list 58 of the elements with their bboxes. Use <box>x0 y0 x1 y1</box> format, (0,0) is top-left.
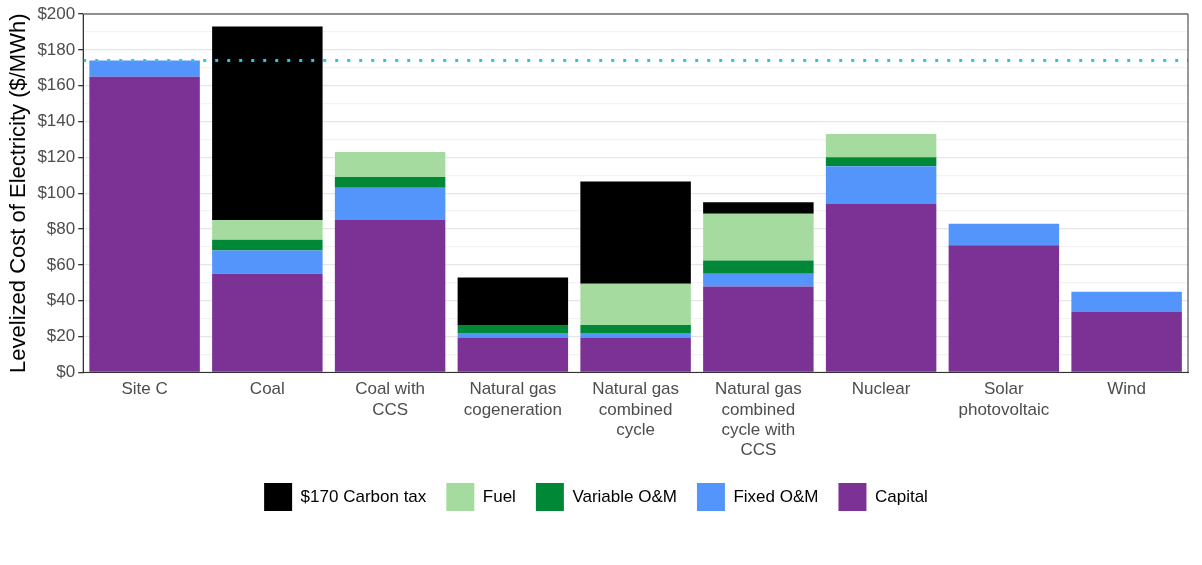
y-tick-label: $200 <box>37 3 76 23</box>
y-tick-label: $160 <box>37 75 76 95</box>
x-tick-label: Coal with CCS <box>355 379 426 419</box>
bar <box>948 245 1060 372</box>
x-tick-label: Natural gas combined cycle with CCS <box>714 379 802 460</box>
y-axis-title: Levelized Cost of Electricity ($/MWh) <box>5 13 31 373</box>
bar <box>212 273 323 372</box>
y-tick-label: $20 <box>46 326 76 346</box>
bar <box>580 332 691 338</box>
legend-label: Capital <box>874 486 928 506</box>
bar <box>825 157 937 167</box>
bar <box>825 134 937 158</box>
bar <box>580 337 691 372</box>
legend-label: Variable O&M <box>572 486 677 506</box>
bar <box>703 260 814 274</box>
bar <box>334 187 446 221</box>
y-tick-label: $120 <box>37 147 76 167</box>
y-tick-label: $80 <box>46 218 76 238</box>
x-tick-label: Site C <box>121 379 168 399</box>
bar <box>89 60 200 77</box>
bar <box>825 203 937 372</box>
y-tick-label: $140 <box>37 111 76 131</box>
bar <box>703 213 814 261</box>
y-tick-label: $100 <box>37 182 76 202</box>
x-tick-label: Natural gas combined cycle <box>592 379 680 440</box>
bar <box>212 250 323 274</box>
bar <box>580 324 691 333</box>
bar <box>703 286 814 372</box>
bar <box>212 26 323 221</box>
bar <box>457 324 569 333</box>
bar <box>334 151 446 178</box>
bar <box>1071 291 1182 312</box>
y-tick-label: $60 <box>46 254 76 274</box>
bar <box>1071 311 1182 372</box>
x-tick-label: Wind <box>1107 379 1146 399</box>
x-tick-label: Solar photovoltaic <box>958 379 1050 419</box>
legend-label: Fuel <box>482 486 516 506</box>
bar <box>212 220 323 240</box>
x-tick-label: Coal <box>249 379 285 399</box>
bar <box>703 273 814 287</box>
legend-label: $170 Carbon tax <box>300 486 427 506</box>
y-tick-label: $180 <box>37 39 76 59</box>
x-tick-label: Natural gas cogeneration <box>463 379 563 419</box>
x-tick-label: Nuclear <box>851 379 911 399</box>
bar <box>457 337 569 372</box>
bar <box>580 181 691 284</box>
bar <box>89 76 200 372</box>
bar <box>457 277 569 325</box>
bar <box>825 166 937 204</box>
bar <box>948 223 1060 246</box>
y-tick-label: $0 <box>56 362 76 382</box>
legend-label: Fixed O&M <box>733 486 819 506</box>
bar <box>580 283 691 325</box>
y-tick-label: $40 <box>46 290 76 310</box>
bar <box>212 239 323 251</box>
bar <box>334 177 446 188</box>
bar <box>334 220 446 372</box>
bar <box>703 202 814 214</box>
